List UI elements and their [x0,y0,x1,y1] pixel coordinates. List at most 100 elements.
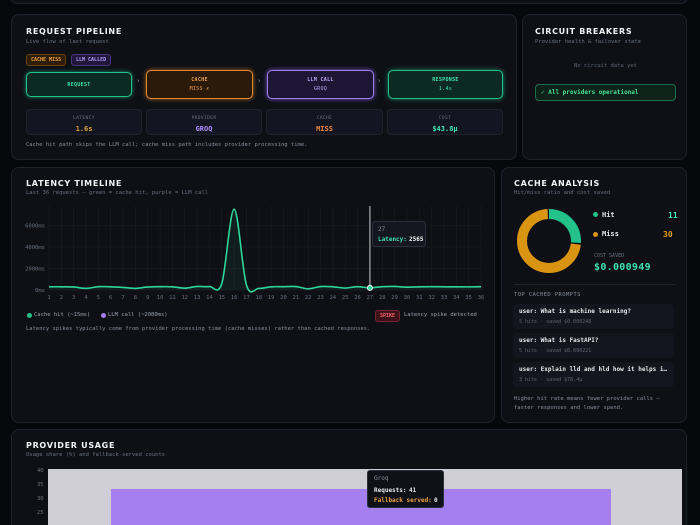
metric-provider-label: PROVIDER [191,116,217,121]
metric-cache-label: CACHE [316,116,333,121]
y-tick-label: 6000ms [25,223,45,229]
pipeline-subtitle: Live flow of last request [26,39,109,45]
latency-title: LATENCY TIMELINE [26,179,123,188]
latency-series-line [48,208,482,293]
metric-cost-label: COST [438,116,452,121]
metric-cost: COST $43.8μ [387,109,503,135]
stage-response-sub: 1.4s [438,86,453,92]
provider-tooltip-fb-label: Fallback served: [374,497,432,504]
stage-llm-call: LLM CALL GROQ [267,70,374,99]
x-tick-label: 2 [60,295,63,301]
x-tick-label: 21 [293,295,300,301]
x-tick-label: 23 [317,295,324,301]
latency-timeline-panel: LATENCY TIMELINE Last 36 requests — gree… [11,167,495,423]
x-tick-label: 10 [157,295,164,301]
x-tick-label: 36 [478,295,485,301]
stage-response: RESPONSE 1.4s [388,70,503,99]
cache-miss-tag: CACHE MISS [26,54,67,66]
x-tick-label: 11 [169,295,176,301]
x-tick-label: 25 [342,295,349,301]
cache-note: Higher hit rate means fewer provider cal… [514,396,660,411]
legend-llm-dot [101,313,106,318]
provider-chart-area [48,469,682,525]
x-tick-label: 20 [280,295,287,301]
x-tick-label: 30 [404,295,411,301]
prompt-text: user: What is FastAPI? [519,337,599,344]
miss-value: 30 [663,230,673,239]
cached-prompt-item[interactable]: user: Explain lld and hld how it helps i… [513,362,674,387]
metric-provider-value: GROQ [195,125,213,133]
x-tick-label: 14 [206,295,213,301]
circuit-status-banner: ✓ All providers operational [535,84,676,101]
x-tick-label: 5 [97,295,100,301]
metric-provider: PROVIDER GROQ [146,109,262,135]
llm-called-tag: LLM CALLED [71,54,112,66]
prompt-hits: 3 hits · saved $78.4μ [519,377,583,383]
provider-tooltip-req-value: 41 [409,487,417,494]
x-tick-label: 16 [231,295,238,301]
y-tick: 40 [37,468,44,474]
pipeline-title: REQUEST PIPELINE [26,27,122,36]
cached-prompt-item[interactable]: user: What is FastAPI? 5 hits · saved $0… [513,333,674,358]
y-tick-label: 0ms [35,288,45,294]
y-tick: 25 [37,510,44,516]
x-tick-label: 27 [367,295,374,301]
arrow-3: › [377,77,382,85]
stage-llm-sub: GROQ [313,86,328,92]
x-tick-label: 13 [194,295,201,301]
arrow-1: › [136,77,141,85]
legend-llm-text: LLM call (~2080ms) [108,312,168,318]
y-tick: 30 [37,496,44,502]
cost-saved-label: COST SAVED [594,253,625,259]
provider-subtitle: Usage share (%) and fallback-served coun… [26,452,166,458]
latency-subtitle: Last 36 requests — green = cache hit, pu… [26,190,209,196]
provider-tooltip: Groq Requests: 41 Fallback served: 0 [367,470,444,508]
prompt-text: user: Explain lld and hld how it helps i… [519,366,669,373]
stage-request-label: REQUEST [67,82,91,88]
metric-latency-label: LATENCY [73,116,95,121]
x-tick-label: 7 [121,295,124,301]
donut-hit-slice [517,209,581,273]
stage-cache: CACHE MISS ✗ [146,70,253,99]
spike-badge: SPIKE [375,310,401,322]
tooltip-value: 2565 [409,236,424,243]
donut-miss-slice [517,209,581,273]
x-tick-label: 4 [84,295,88,301]
stage-request: REQUEST [26,72,132,97]
x-tick-label: 3 [72,295,75,301]
tooltip-label: Latency: [378,236,407,243]
chart-tooltip: 27 Latency: 2565 [372,221,426,247]
x-tick-label: 28 [379,295,386,301]
metric-cost-value: $43.8μ [432,125,458,133]
legend-hit-text: Cache hit (~15ms) [34,312,91,318]
x-tick-label: 33 [441,295,448,301]
x-tick-label: 12 [181,295,188,301]
x-tick-label: 34 [453,295,460,301]
x-tick-label: 24 [330,295,337,301]
provider-title: PROVIDER USAGE [26,441,116,450]
hit-value: 11 [668,211,678,220]
provider-tooltip-req-label: Requests: [374,487,407,494]
circuit-status-text: ✓ All providers operational [541,89,639,96]
cached-prompt-item[interactable]: user: What is machine learning? 5 hits ·… [513,304,674,329]
pipeline-note: Cache hit path skips the LLM call; cache… [26,142,308,148]
cache-donut-chart [517,209,581,273]
hit-label: Hit [602,211,615,219]
x-tick-label: 17 [243,295,250,301]
divider [514,284,676,285]
tooltip-x: 27 [378,226,386,233]
x-tick-label: 18 [256,295,263,301]
cache-subtitle: Hit/miss ratio and cost saved [514,190,611,196]
stage-response-label: RESPONSE [432,77,459,83]
data-point [366,284,373,291]
x-tick-label: 29 [391,295,398,301]
prompt-text: user: What is machine learning? [519,308,631,315]
stage-llm-label: LLM CALL [307,77,334,83]
circuit-title: CIRCUIT BREAKERS [535,27,633,36]
prompt-hits: 5 hits · saved $0.000248 [519,319,592,325]
provider-tooltip-fb-value: 0 [434,497,438,504]
y-tick: 35 [37,482,44,488]
y-tick-label: 4000ms [25,245,45,251]
groq-usage-bar[interactable] [111,489,611,525]
